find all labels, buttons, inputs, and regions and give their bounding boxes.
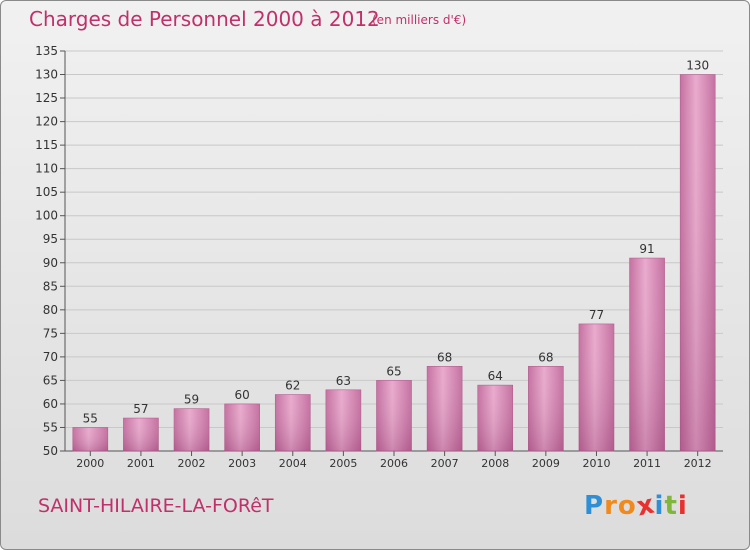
bar-shade-2005 — [325, 389, 361, 451]
y-tick-label: 130 — [35, 68, 58, 82]
x-tick-label: 2009 — [532, 457, 560, 470]
y-tick-label: 60 — [43, 397, 58, 411]
data-label: 65 — [386, 364, 401, 378]
y-tick-label: 120 — [35, 115, 58, 129]
x-tick-label: 2004 — [279, 457, 307, 470]
logo-letter: t — [664, 491, 678, 521]
logo-letter: r — [604, 491, 618, 521]
data-label: 91 — [639, 242, 654, 256]
y-tick-label: 95 — [43, 232, 58, 246]
logo-letter: i — [677, 491, 688, 521]
x-tick-label: 2003 — [228, 457, 256, 470]
y-tick-label: 110 — [35, 162, 58, 176]
x-tick-label: 2002 — [178, 457, 206, 470]
data-label: 60 — [235, 388, 250, 402]
y-tick-label: 50 — [43, 444, 58, 458]
y-tick-label: 90 — [43, 256, 58, 270]
data-label: 64 — [488, 369, 503, 383]
y-tick-label: 100 — [35, 209, 58, 223]
bar-shade-2006 — [376, 380, 412, 451]
y-tick-labels: 50 55 60 65 70 75 80 85 90 95 100 105 110 115 120 125 13… — [35, 44, 58, 458]
bars — [72, 74, 716, 452]
bar-shade-2000 — [72, 427, 108, 451]
x-tick-label: 2001 — [127, 457, 155, 470]
x-tick-label: 2005 — [329, 457, 357, 470]
y-tick-label: 65 — [43, 373, 58, 387]
x-tick-label: 2008 — [481, 457, 509, 470]
data-labels: 55 57 59 60 62 63 65 68 64 68 77 91 130 — [83, 59, 709, 426]
bar-shade-2001 — [123, 418, 159, 451]
bar-shade-2012 — [680, 74, 716, 451]
data-label: 62 — [285, 379, 300, 393]
x-tick-label: 2000 — [76, 457, 104, 470]
y-tick-label: 135 — [35, 44, 58, 58]
data-label: 77 — [589, 308, 604, 322]
x-tick-label: 2012 — [684, 457, 712, 470]
data-label: 63 — [336, 374, 351, 388]
proxiti-logo: Proxiti — [584, 489, 688, 522]
x-tick-label: 2006 — [380, 457, 408, 470]
y-tick-label: 105 — [35, 185, 58, 199]
y-tick-label: 75 — [43, 326, 58, 340]
logo-letter: P — [584, 491, 605, 521]
data-label: 57 — [133, 402, 148, 416]
y-tick-label: 70 — [43, 350, 58, 364]
data-label: 130 — [686, 59, 709, 73]
y-tick-label: 115 — [35, 138, 58, 152]
data-label: 68 — [437, 350, 452, 364]
x-tick-label: 2010 — [582, 457, 610, 470]
logo-letter: i — [654, 491, 665, 521]
y-tick-label: 85 — [43, 279, 58, 293]
bar-shade-2003 — [224, 403, 260, 451]
chart-subtitle: (en milliers d'€) — [372, 13, 467, 27]
bar-shade-2007 — [427, 366, 463, 451]
bar-shade-2002 — [174, 408, 210, 451]
bar-shade-2004 — [275, 394, 311, 451]
data-label: 55 — [83, 411, 98, 425]
x-tick-label: 2007 — [431, 457, 459, 470]
data-label: 59 — [184, 393, 199, 407]
commune-name: SAINT-HILAIRE-LA-FORêT — [38, 495, 274, 517]
bar-shade-2010 — [578, 323, 614, 451]
x-tick-labels: 2000 2001 2002 2003 2004 2005 2006 2007 2008 2009… — [76, 457, 711, 470]
logo-letter: o — [617, 491, 637, 521]
y-tick-label: 55 — [43, 420, 58, 434]
chart-title: Charges de Personnel 2000 à 2012 — [29, 7, 380, 31]
bar-shade-2009 — [528, 366, 564, 451]
x-tick-label: 2011 — [633, 457, 661, 470]
bar-shade-2008 — [477, 385, 513, 451]
data-label: 68 — [538, 350, 553, 364]
y-tick-label: 80 — [43, 303, 58, 317]
y-tick-label: 125 — [35, 91, 58, 105]
bar-shade-2011 — [629, 258, 665, 451]
